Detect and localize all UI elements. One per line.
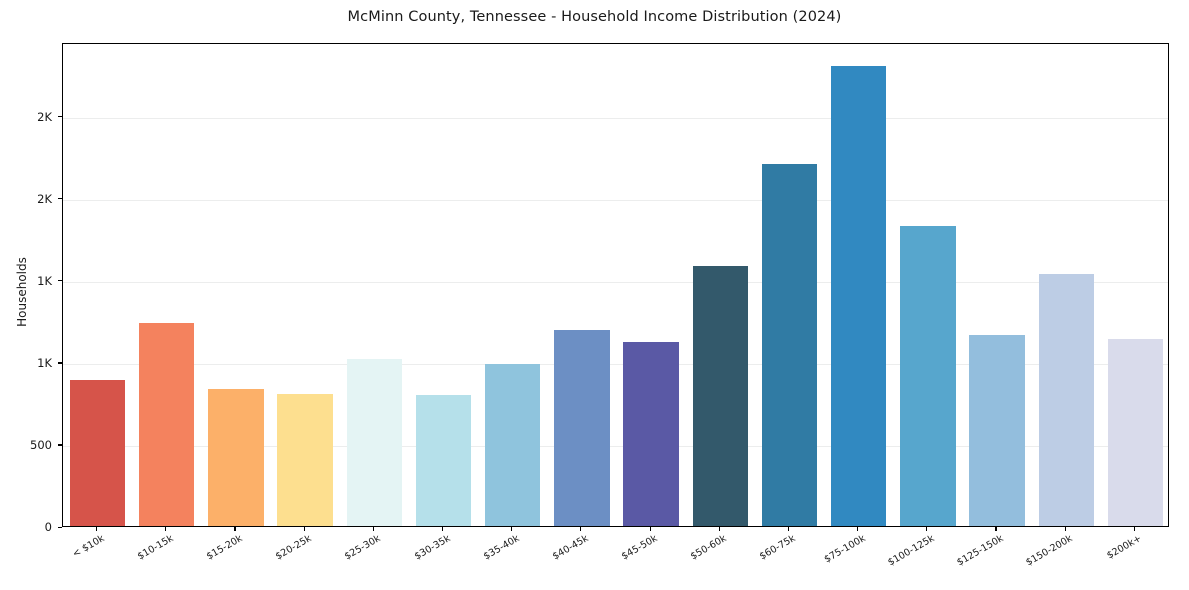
bar (277, 394, 333, 526)
bar (1038, 273, 1094, 526)
x-tick-label: $60-75k (758, 533, 798, 563)
bar (830, 65, 887, 526)
x-axis-tick-marks (62, 527, 1169, 531)
x-tick-mark (234, 527, 236, 531)
bar (900, 226, 956, 526)
y-tick-label: 1K (37, 273, 52, 288)
y-tick-mark (58, 198, 62, 200)
bar (69, 380, 126, 526)
bar (346, 359, 402, 526)
x-tick-mark (96, 527, 98, 531)
bar (969, 335, 1025, 526)
x-tick-mark (926, 527, 928, 531)
bar (485, 364, 541, 526)
x-tick-mark (303, 527, 305, 531)
x-tick-mark (787, 527, 789, 531)
plot-area (62, 43, 1169, 527)
x-tick-mark (372, 527, 374, 531)
x-tick-label: $45-50k (619, 533, 660, 563)
y-tick-mark (58, 444, 62, 446)
bar (139, 322, 195, 526)
bar (554, 329, 610, 526)
x-tick-label: $40-45k (550, 533, 591, 563)
bar (761, 164, 818, 526)
y-tick-label: 0 (44, 520, 52, 534)
x-tick-mark (580, 527, 582, 531)
bar (208, 389, 264, 526)
y-tick-label: 2K (37, 191, 52, 206)
y-tick-mark (58, 116, 62, 118)
x-tick-mark (511, 527, 513, 531)
y-tick-mark (58, 280, 62, 282)
gridline (63, 117, 1168, 119)
gridline (63, 445, 1168, 447)
x-tick-label: $15-20k (204, 533, 245, 563)
y-axis-tick-labels: 0 500 1K 1K 2K 2K (0, 43, 52, 534)
y-tick-mark (58, 526, 62, 528)
x-tick-label: < $10k (70, 533, 107, 561)
x-tick-label: $50-60k (689, 533, 729, 563)
bar-series (63, 44, 1168, 526)
x-tick-label: $100-125k (886, 533, 937, 569)
y-axis-tick-marks (58, 43, 62, 528)
x-tick-mark (857, 527, 859, 531)
x-tick-label: $35-40k (481, 533, 522, 563)
x-tick-label: $150-200k (1024, 533, 1075, 569)
y-tick-label: 2K (37, 109, 52, 124)
x-tick-label: $75-100k (822, 533, 868, 566)
x-tick-label: $25-30k (343, 533, 383, 563)
x-tick-label: $20-25k (273, 533, 314, 563)
x-tick-mark (441, 527, 444, 531)
y-tick-mark (58, 362, 62, 364)
bar (1107, 338, 1164, 526)
x-tick-mark (995, 527, 997, 531)
x-tick-mark (165, 527, 167, 531)
x-tick-label: $10-15k (135, 533, 176, 563)
gridline (63, 363, 1168, 365)
bar (623, 342, 679, 526)
gridline (63, 281, 1168, 283)
y-tick-label: 1K (37, 355, 52, 370)
y-tick-label: 500 (30, 437, 52, 452)
x-axis-tick-labels: < $10k $10-15k $15-20k $20-25k $25-30k $30-35… (62, 533, 1169, 590)
x-tick-mark (649, 527, 651, 531)
x-tick-mark (1133, 527, 1135, 531)
x-tick-label: $30-35k (412, 533, 453, 563)
chart-title: McMinn County, Tennessee - Household Inc… (347, 9, 842, 25)
x-tick-label: $125-150k (955, 533, 1006, 569)
x-tick-mark (718, 527, 720, 531)
bar (415, 395, 472, 526)
x-tick-mark (1064, 527, 1066, 531)
x-tick-label: $200k+ (1105, 533, 1144, 562)
gridline (63, 199, 1168, 201)
bar (692, 265, 748, 526)
gridlines (63, 44, 1168, 526)
